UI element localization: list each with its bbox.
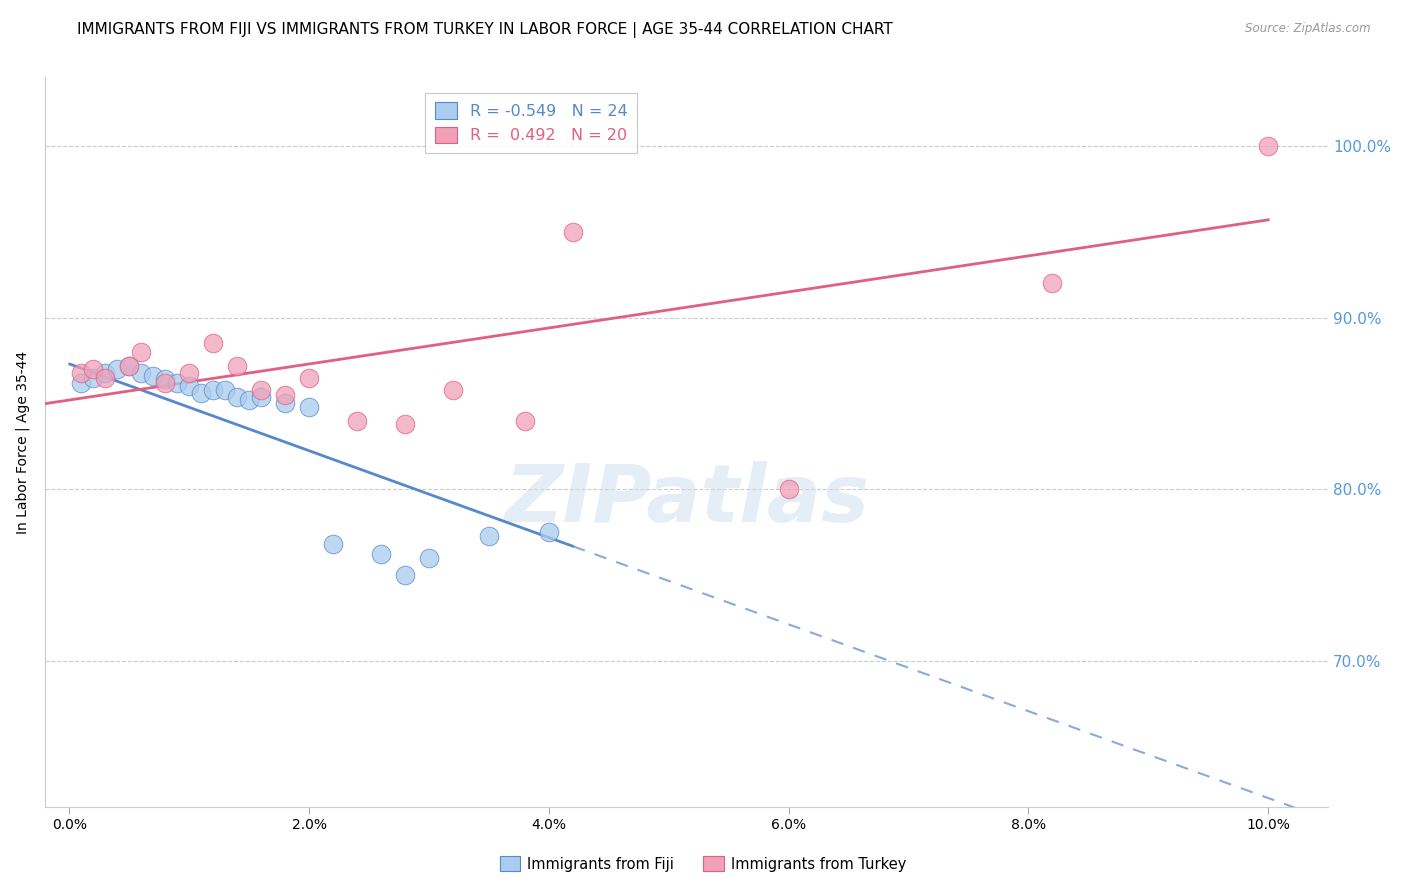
- Point: [155, 372, 177, 386]
- Point: [274, 396, 297, 410]
- Point: [346, 413, 368, 427]
- Point: [478, 528, 501, 542]
- Point: [179, 379, 201, 393]
- Legend: R = -0.549   N = 24, R =  0.492   N = 20: R = -0.549 N = 24, R = 0.492 N = 20: [426, 93, 637, 153]
- Point: [561, 225, 583, 239]
- Point: [250, 390, 273, 404]
- Point: [166, 376, 188, 390]
- Point: [70, 366, 93, 380]
- Point: [274, 388, 297, 402]
- Text: IMMIGRANTS FROM FIJI VS IMMIGRANTS FROM TURKEY IN LABOR FORCE | AGE 35-44 CORREL: IMMIGRANTS FROM FIJI VS IMMIGRANTS FROM …: [77, 22, 893, 38]
- Point: [105, 362, 128, 376]
- Point: [202, 336, 225, 351]
- Point: [94, 370, 117, 384]
- Point: [202, 383, 225, 397]
- Point: [118, 359, 141, 373]
- Point: [94, 366, 117, 380]
- Point: [131, 366, 153, 380]
- Point: [226, 359, 249, 373]
- Point: [394, 568, 416, 582]
- Point: [537, 525, 560, 540]
- Point: [513, 413, 536, 427]
- Point: [298, 370, 321, 384]
- Point: [118, 359, 141, 373]
- Point: [394, 417, 416, 431]
- Point: [441, 383, 464, 397]
- Point: [142, 368, 165, 383]
- Point: [778, 482, 800, 496]
- Y-axis label: In Labor Force | Age 35-44: In Labor Force | Age 35-44: [15, 351, 30, 533]
- Point: [370, 548, 392, 562]
- Point: [82, 370, 104, 384]
- Point: [82, 362, 104, 376]
- Point: [155, 376, 177, 390]
- Point: [190, 386, 212, 401]
- Point: [418, 550, 440, 565]
- Point: [226, 390, 249, 404]
- Legend: Immigrants from Fiji, Immigrants from Turkey: Immigrants from Fiji, Immigrants from Tu…: [494, 850, 912, 878]
- Text: Source: ZipAtlas.com: Source: ZipAtlas.com: [1246, 22, 1371, 36]
- Point: [322, 537, 344, 551]
- Point: [1257, 139, 1279, 153]
- Point: [214, 383, 236, 397]
- Point: [179, 366, 201, 380]
- Point: [298, 400, 321, 414]
- Text: ZIPatlas: ZIPatlas: [505, 461, 869, 540]
- Point: [131, 345, 153, 359]
- Point: [1042, 277, 1064, 291]
- Point: [238, 392, 260, 407]
- Point: [70, 376, 93, 390]
- Point: [250, 383, 273, 397]
